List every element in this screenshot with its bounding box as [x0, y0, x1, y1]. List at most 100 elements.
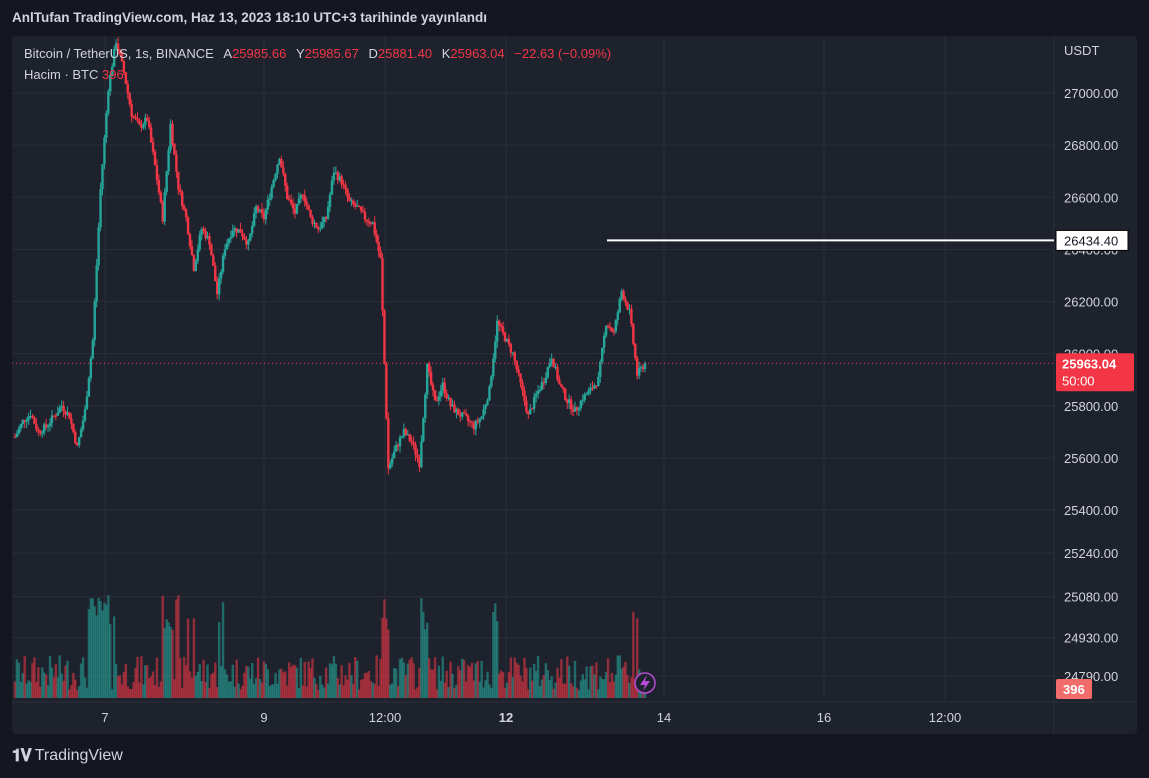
- volume-label[interactable]: Hacim · BTC: [24, 67, 99, 82]
- volume-bar: [445, 670, 448, 698]
- volume-bar: [431, 669, 435, 698]
- volume-bar: [282, 672, 285, 698]
- volume-bar: [29, 681, 32, 698]
- candle-body: [562, 387, 565, 390]
- volume-bar: [404, 675, 408, 698]
- candle-body: [385, 363, 388, 419]
- candle-body: [632, 323, 635, 344]
- candle-body: [29, 416, 32, 418]
- volume-bar: [377, 685, 380, 698]
- volume-bar: [223, 669, 227, 698]
- candle-body: [287, 199, 291, 201]
- volume-bar: [295, 667, 299, 698]
- volume-bar: [229, 681, 233, 698]
- volume-bar: [70, 684, 73, 698]
- volume-bar: [48, 656, 52, 698]
- volume-bar: [484, 680, 487, 698]
- candle-body: [443, 382, 446, 394]
- candle-body: [531, 408, 534, 410]
- candle-body: [527, 411, 530, 415]
- volume-bar: [507, 671, 511, 698]
- candle-body: [291, 203, 295, 209]
- volume-bar: [17, 662, 21, 698]
- candle-body: [595, 385, 598, 387]
- volume-bar: [15, 659, 19, 698]
- candle-body: [472, 422, 476, 430]
- candle-body: [305, 201, 308, 206]
- volume-bar: [260, 682, 264, 698]
- candle-body: [620, 291, 623, 300]
- volume-bar: [321, 684, 324, 698]
- volume-bar: [122, 672, 126, 698]
- volume-bar: [464, 681, 468, 698]
- volume-bar: [124, 664, 128, 698]
- footer-brand[interactable]: 𝟏𝐕 TradingView: [12, 746, 123, 766]
- volume-bar: [618, 655, 621, 698]
- volume-bar: [624, 661, 627, 698]
- volume-bar: [210, 674, 213, 698]
- candle-body: [35, 423, 38, 430]
- candle-body: [233, 228, 236, 231]
- candle-body: [243, 236, 246, 240]
- candle-body: [237, 229, 240, 233]
- volume-bar: [581, 674, 584, 698]
- candle-body: [214, 265, 217, 282]
- volume-bar: [371, 682, 374, 698]
- candle-body: [264, 209, 268, 220]
- chart-pane[interactable]: [12, 36, 1137, 734]
- volume-bar: [52, 677, 56, 698]
- volume-bar: [406, 663, 409, 698]
- volume-bar: [169, 626, 172, 698]
- volume-bar: [534, 670, 538, 698]
- volume-bar: [593, 674, 596, 698]
- candle-body: [408, 434, 411, 441]
- candle-body: [216, 281, 219, 295]
- candle-body: [95, 265, 98, 302]
- volume-bar: [56, 677, 59, 698]
- volume-bar: [138, 682, 141, 698]
- candle-body: [363, 211, 367, 220]
- candle-body: [169, 123, 172, 150]
- candle-body: [497, 320, 501, 326]
- candle-body: [554, 366, 557, 368]
- candle-body: [87, 378, 91, 397]
- candle-body: [144, 117, 147, 125]
- candle-body: [422, 418, 425, 442]
- candle-body: [591, 387, 594, 389]
- volume-bar: [387, 629, 390, 698]
- candle-body: [330, 180, 334, 195]
- candle-body: [387, 418, 390, 469]
- volume-bar: [107, 595, 110, 698]
- candle-body: [171, 123, 174, 144]
- volume-bar: [200, 681, 203, 698]
- volume-bar: [391, 683, 394, 698]
- candle-body: [13, 437, 17, 439]
- candle-body: [412, 442, 415, 445]
- candle-body: [163, 192, 166, 222]
- volume-bar: [81, 657, 85, 698]
- candle-body: [17, 428, 21, 434]
- candle-body: [41, 432, 44, 434]
- candle-body: [74, 431, 77, 444]
- lightning-icon[interactable]: [634, 672, 656, 694]
- volume-bar: [429, 669, 433, 698]
- candle-body: [634, 343, 637, 359]
- candle-body: [245, 239, 248, 245]
- symbol-title[interactable]: Bitcoin / TetherUS, 1s, BINANCE: [24, 46, 214, 61]
- candle-body: [227, 238, 231, 244]
- candle-body: [573, 407, 577, 412]
- volume-bar: [385, 618, 388, 698]
- candle-body: [50, 415, 54, 424]
- candle-body: [476, 420, 479, 423]
- price-tick-label: 25400.00: [1064, 503, 1118, 518]
- candle-body: [317, 227, 320, 230]
- volume-bar: [144, 665, 147, 698]
- volume-bar: [72, 672, 75, 698]
- volume-bar: [515, 662, 518, 698]
- bar-countdown: 50:00: [1062, 373, 1095, 388]
- volume-bar: [486, 671, 489, 698]
- volume-bar: [560, 659, 563, 698]
- currency-label: USDT: [1064, 43, 1099, 58]
- candle-body: [120, 53, 124, 62]
